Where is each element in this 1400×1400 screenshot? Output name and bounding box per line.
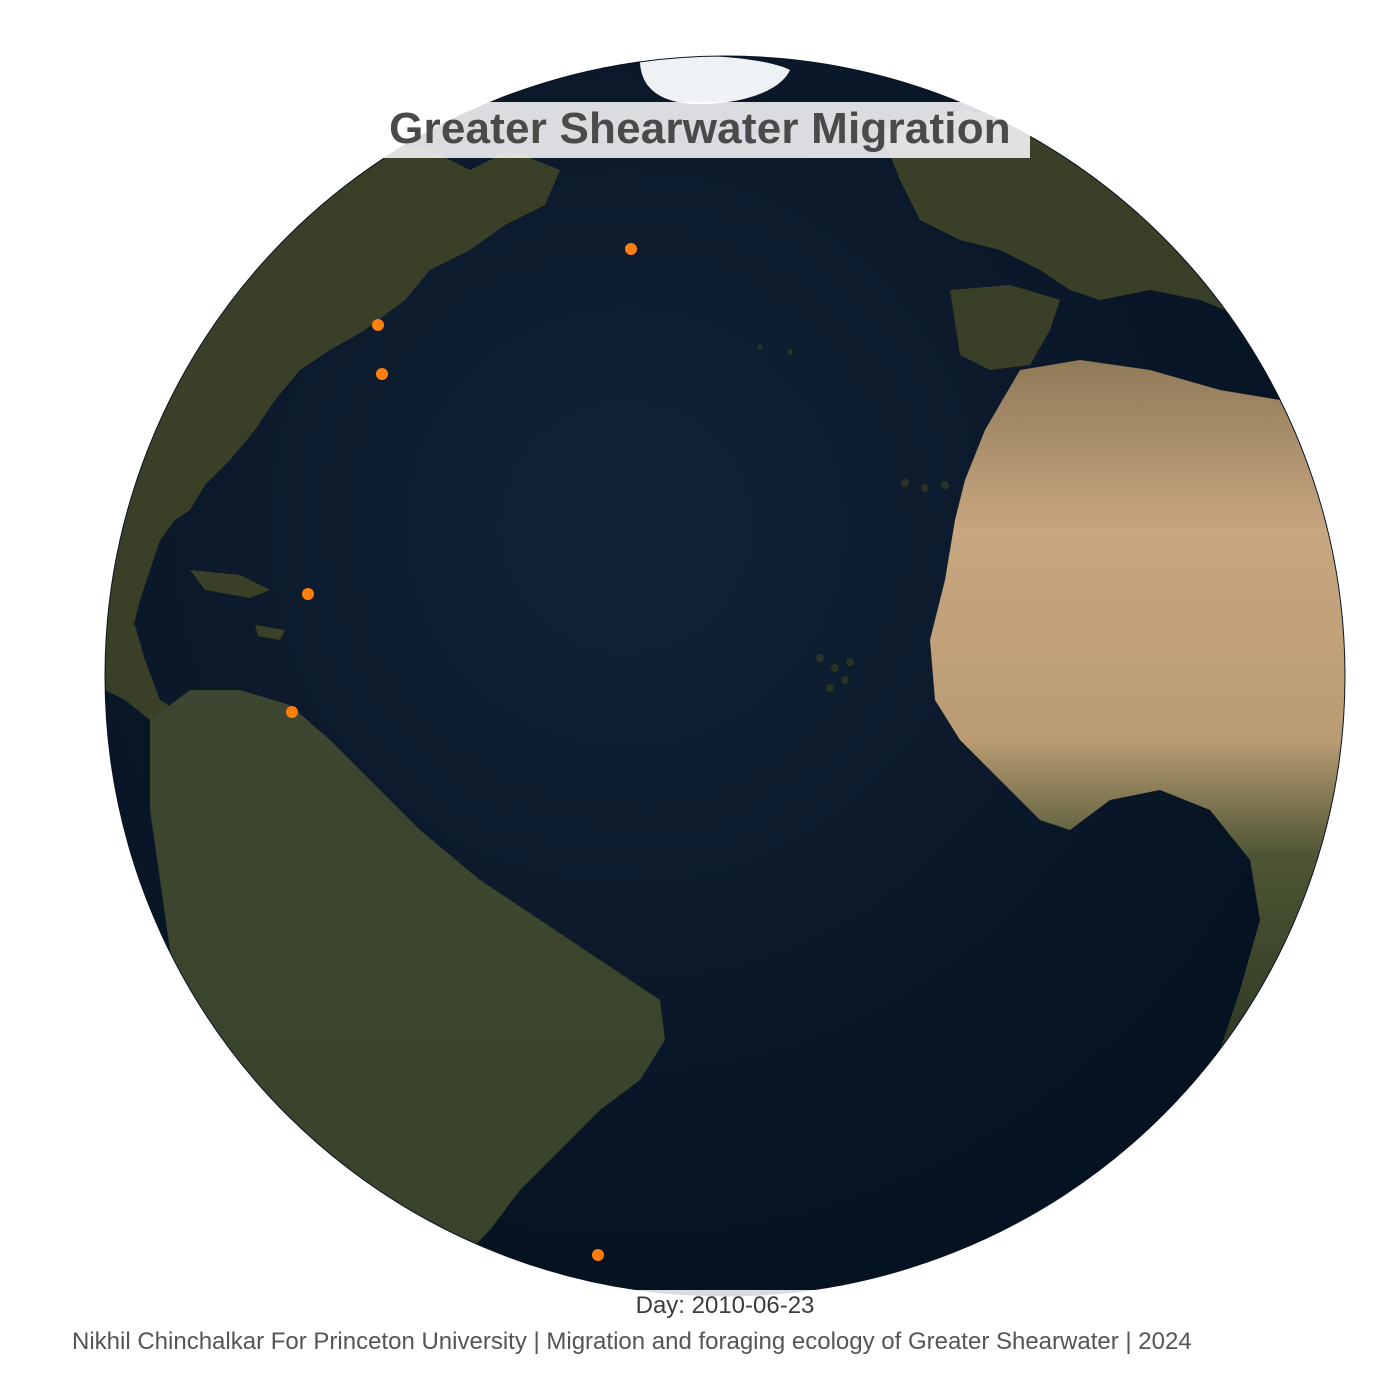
day-label: Day: 2010-06-23 [635,1292,815,1319]
bird-1-marker[interactable] [625,243,637,255]
africa-land [930,360,1345,1050]
bird-markers [286,243,637,1261]
credit-line: Nikhil Chinchalkar For Princeton Univers… [72,1328,1192,1355]
bird-3-marker[interactable] [376,368,388,380]
iberia-land [950,285,1060,370]
title-background [370,102,1030,158]
central-america-land [105,625,180,730]
bird-4-marker[interactable] [302,588,314,600]
bird-2-marker[interactable] [372,319,384,331]
day-label-background [520,1290,900,1318]
caribbean-islands [190,570,285,640]
bird-6-marker[interactable] [592,1249,604,1261]
map-title: Greater Shearwater Migration [389,104,1011,153]
bird-5-marker[interactable] [286,706,298,718]
atlantic-islands [757,344,949,692]
greenland-ice [640,56,790,104]
